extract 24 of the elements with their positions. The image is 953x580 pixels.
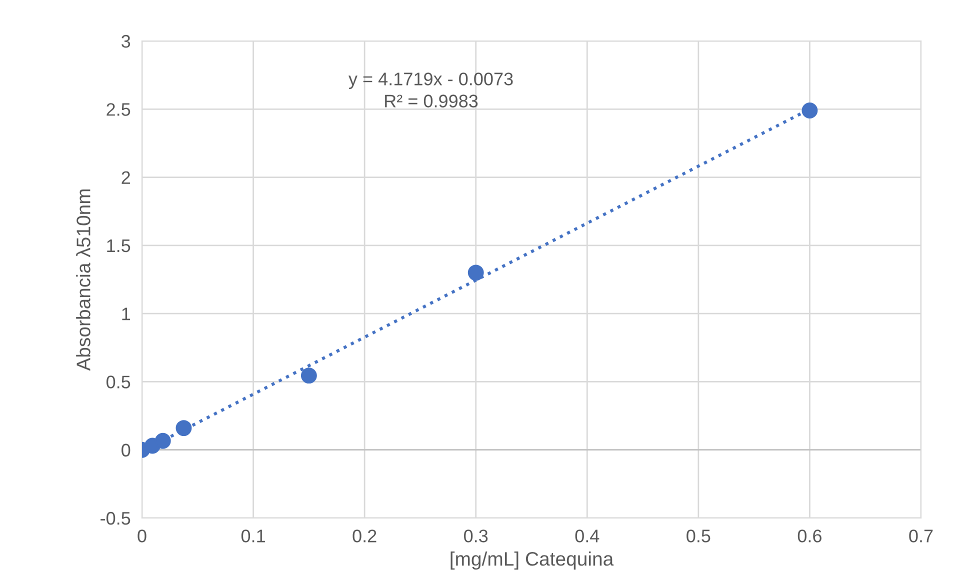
- y-axis-title: Absorbancia λ510nm: [76, 189, 90, 371]
- y-tick-label: 2: [122, 171, 130, 184]
- x-tick-label: 0.6: [798, 530, 822, 542]
- x-tick-label: 0.5: [686, 530, 710, 542]
- y-tick-label: -0.5: [100, 512, 130, 525]
- x-tick-label: 0.7: [909, 530, 933, 542]
- point: [154, 432, 171, 449]
- y-tick-label: 0: [122, 444, 130, 457]
- point: [300, 368, 317, 384]
- x-tick-label: 0.2: [352, 530, 376, 542]
- y-tick-label: 1.5: [107, 240, 130, 252]
- point: [802, 102, 818, 118]
- point: [468, 264, 484, 281]
- y-tick-label: 2.5: [106, 103, 130, 116]
- x-tick-label: 0.3: [464, 530, 488, 542]
- y-tick-label: 3: [122, 34, 130, 48]
- y-tick-label: 1: [122, 308, 130, 320]
- annotation: y = 4.1719x - 0.0073 R² = 0.9983: [348, 72, 513, 108]
- x-tick-label: 0.4: [575, 530, 600, 542]
- x-tick-label: 0: [138, 530, 146, 542]
- x-tick-label: 0.1: [241, 530, 265, 542]
- y-tick-label: 0.5: [106, 376, 130, 388]
- point: [176, 420, 192, 436]
- x-axis-title: [mg/mL] Catequina: [450, 552, 614, 570]
